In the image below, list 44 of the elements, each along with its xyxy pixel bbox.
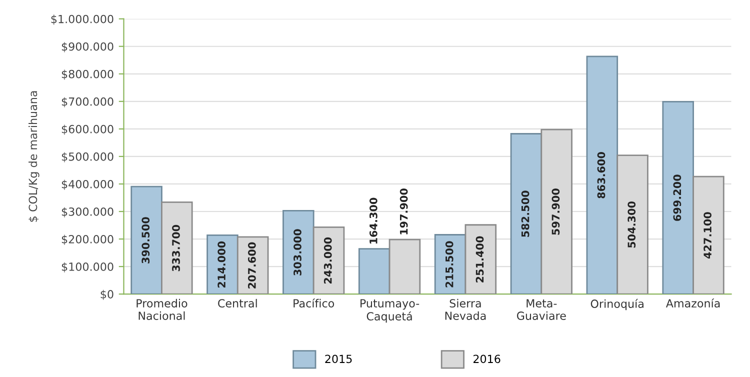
y-tick-label: $300.000 — [62, 207, 114, 218]
y-tick-label: $100.000 — [62, 262, 114, 272]
bar — [510, 133, 542, 294]
data-label: 197.900 — [400, 188, 408, 234]
data-label: 582.500 — [521, 190, 530, 237]
bar — [358, 248, 390, 294]
y-tick-label: $200.000 — [62, 234, 114, 245]
data-label: 597.900 — [552, 188, 560, 235]
data-label: 215.500 — [445, 241, 454, 288]
bar — [282, 210, 314, 294]
data-label: 390.500 — [142, 217, 150, 264]
data-label: 303.000 — [294, 229, 302, 276]
y-tick-label: $600.000 — [62, 124, 114, 135]
x-tick-label: Sierra Nevada — [445, 298, 486, 320]
legend-label: 2016 — [473, 354, 500, 364]
bar — [130, 186, 162, 294]
data-label: 251.400 — [476, 236, 484, 282]
y-tick-label: $800.000 — [62, 70, 114, 80]
y-tick-label: $700.000 — [62, 97, 114, 108]
bar — [586, 56, 618, 294]
y-tick-label: $500.000 — [62, 152, 114, 162]
x-tick-label: Amazonía — [666, 298, 720, 308]
bar — [662, 100, 694, 294]
y-tick-label: $1.000.000 — [51, 14, 114, 25]
x-tick-label: Meta- Guaviare — [516, 299, 566, 320]
x-tick-label: Central — [218, 298, 257, 308]
data-label: 333.700 — [172, 224, 180, 272]
x-tick-label: Putumayo- Caquetá — [360, 299, 420, 323]
data-label: 863.600 — [597, 152, 606, 198]
x-tick-label: Pacífico — [294, 298, 334, 308]
y-tick-label: $400.000 — [62, 180, 114, 190]
data-label: 699.200 — [673, 174, 682, 221]
y-tick-label: $900.000 — [62, 42, 114, 52]
data-label: 207.600 — [248, 242, 256, 288]
data-label: 243.000 — [324, 237, 332, 284]
data-label: 504.300 — [628, 201, 636, 248]
data-label: 214.000 — [218, 241, 226, 288]
x-tick-label: Orinoquía — [590, 298, 644, 310]
data-label: 164.300 — [369, 198, 378, 244]
y-tick-label: $0 — [100, 290, 114, 300]
data-label: 427.100 — [704, 212, 712, 259]
x-tick-label: Promedio Nacional — [136, 298, 188, 320]
legend-label: 2015 — [325, 354, 352, 364]
y-axis-title: $ COL/Kg de marihuana — [28, 91, 40, 222]
